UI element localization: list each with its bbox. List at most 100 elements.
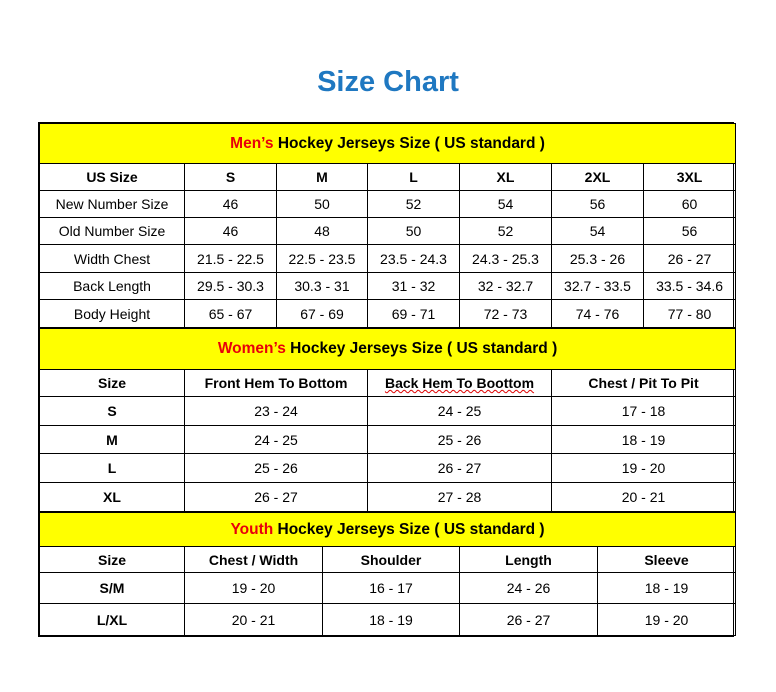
table-cell: 65 - 67 <box>184 299 277 328</box>
table-cell: 26 - 27 <box>459 603 598 636</box>
table-row: M 24 - 25 25 - 26 18 - 19 <box>39 425 737 454</box>
row-label: Width Chest <box>39 244 185 273</box>
table-cell: 23 - 24 <box>184 396 368 426</box>
table-cell: 25 - 26 <box>367 425 552 454</box>
table-cell: 23.5 - 24.3 <box>367 244 460 273</box>
table-cell: 67 - 69 <box>276 299 368 328</box>
column-header: XL <box>459 163 552 191</box>
column-header-label: Back Hem To Boottom <box>384 375 535 391</box>
row-label: L/XL <box>39 603 185 636</box>
column-header-row: Size Front Hem To Bottom Back Hem To Boott… <box>39 369 737 397</box>
table-cell: 17 - 18 <box>550 396 737 426</box>
table-cell: 54 <box>459 190 552 218</box>
row-label: XL <box>39 482 185 512</box>
table-cell: 21.5 - 22.5 <box>184 244 277 273</box>
row-label: M <box>39 425 185 454</box>
table-cell: 26 - 27 <box>367 453 552 483</box>
table-cell: 32 - 32.7 <box>459 272 552 300</box>
row-label: L <box>39 453 185 483</box>
table-cell: 19 - 20 <box>596 603 737 636</box>
womens-size-table: Women’s Hockey Jerseys Size ( US standar… <box>38 328 737 512</box>
table-row: XL 26 - 27 27 - 28 20 - 21 <box>39 482 737 512</box>
table-row: Back Length 29.5 - 30.3 30.3 - 31 31 - 32 32… <box>39 272 737 300</box>
table-cell: 26 - 27 <box>642 244 737 273</box>
table-cell: 24.3 - 25.3 <box>459 244 552 273</box>
table-cell: 25 - 26 <box>184 453 368 483</box>
table-cell: 30.3 - 31 <box>276 272 368 300</box>
table-cell: 29.5 - 30.3 <box>184 272 277 300</box>
column-header: Back Hem To Boottom <box>367 369 552 397</box>
column-header: Chest / Pit To Pit <box>550 369 737 397</box>
table-cell: 52 <box>367 190 460 218</box>
table-row: New Number Size 46 50 52 54 56 60 <box>39 190 737 218</box>
table-cell: 50 <box>276 190 368 218</box>
table-cell: 20 - 21 <box>550 482 737 512</box>
table-cell: 18 - 19 <box>550 425 737 454</box>
table-cell: 25.3 - 26 <box>551 244 644 273</box>
table-cell: 32.7 - 33.5 <box>551 272 644 300</box>
row-label: Old Number Size <box>39 217 185 245</box>
table-cell: 50 <box>367 217 460 245</box>
section-accent-label: Men’s <box>230 134 274 152</box>
table-cell: 20 - 21 <box>184 603 323 636</box>
table-row: L/XL 20 - 21 18 - 19 26 - 27 19 - 20 <box>39 603 737 636</box>
table-cell: 69 - 71 <box>367 299 460 328</box>
column-header: Shoulder <box>322 546 460 573</box>
womens-section-header: Women’s Hockey Jerseys Size ( US standar… <box>38 328 737 370</box>
table-row: S/M 19 - 20 16 - 17 24 - 26 18 - 19 <box>39 572 737 604</box>
section-accent-label: Women’s <box>217 340 286 357</box>
column-header: US Size <box>39 163 185 191</box>
table-cell: 52 <box>459 217 552 245</box>
table-cell: 16 - 17 <box>322 572 460 604</box>
section-title: Hockey Jerseys Size ( US standard ) <box>285 340 558 357</box>
column-header: M <box>276 163 368 191</box>
column-header: Front Hem To Bottom <box>184 369 368 397</box>
column-header: Length <box>459 546 598 573</box>
column-header: 2XL <box>551 163 644 191</box>
column-header-row: Size Chest / Width Shoulder Length Sleeve <box>39 546 737 573</box>
column-header: L <box>367 163 460 191</box>
column-header: 3XL <box>642 163 737 191</box>
row-label: Back Length <box>39 272 185 300</box>
table-cell: 77 - 80 <box>642 299 737 328</box>
table-cell: 18 - 19 <box>322 603 460 636</box>
table-cell: 48 <box>276 217 368 245</box>
row-label: S/M <box>39 572 185 604</box>
page-title: Size Chart <box>317 66 459 98</box>
table-cell: 19 - 20 <box>184 572 323 604</box>
table-row: S 23 - 24 24 - 25 17 - 18 <box>39 396 737 426</box>
table-row: Old Number Size 46 48 50 52 54 56 <box>39 217 737 245</box>
table-cell: 56 <box>551 190 644 218</box>
youth-section-header: Youth Hockey Jerseys Size ( US standard … <box>38 512 737 547</box>
table-cell: 18 - 19 <box>596 572 737 604</box>
mens-section-header: Men’s Hockey Jerseys Size ( US standard … <box>38 123 737 164</box>
table-row: L 25 - 26 26 - 27 19 - 20 <box>39 453 737 483</box>
table-cell: 56 <box>642 217 737 245</box>
column-header: Sleeve <box>596 546 737 573</box>
row-label: New Number Size <box>39 190 185 218</box>
row-label: S <box>39 396 185 426</box>
column-header: Size <box>39 546 185 573</box>
section-accent-label: Youth <box>230 520 274 538</box>
table-cell: 54 <box>551 217 644 245</box>
column-header-row: US Size S M L XL 2XL 3XL <box>39 163 737 191</box>
column-header: Size <box>39 369 185 397</box>
column-header: S <box>184 163 277 191</box>
table-cell: 74 - 76 <box>551 299 644 328</box>
section-title: Hockey Jerseys Size ( US standard ) <box>273 520 545 538</box>
table-cell: 72 - 73 <box>459 299 552 328</box>
table-cell: 60 <box>642 190 737 218</box>
table-cell: 24 - 25 <box>184 425 368 454</box>
row-label: Body Height <box>39 299 185 328</box>
table-cell: 46 <box>184 217 277 245</box>
section-title: Hockey Jerseys Size ( US standard ) <box>273 134 545 152</box>
youth-size-table: Youth Hockey Jerseys Size ( US standard … <box>38 512 737 636</box>
table-cell: 22.5 - 23.5 <box>276 244 368 273</box>
table-cell: 19 - 20 <box>550 453 737 483</box>
table-cell: 24 - 26 <box>459 572 598 604</box>
table-cell: 46 <box>184 190 277 218</box>
table-cell: 27 - 28 <box>367 482 552 512</box>
table-cell: 26 - 27 <box>184 482 368 512</box>
table-cell: 24 - 25 <box>367 396 552 426</box>
column-header: Chest / Width <box>184 546 323 573</box>
